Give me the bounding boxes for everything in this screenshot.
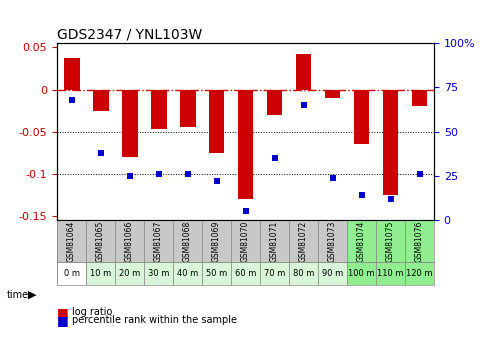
Text: 110 m: 110 m — [377, 269, 404, 278]
Bar — [260, 262, 289, 285]
Text: GSM81074: GSM81074 — [357, 220, 366, 262]
Bar — [86, 220, 115, 262]
Text: GSM81068: GSM81068 — [183, 220, 192, 262]
Text: GSM81075: GSM81075 — [386, 220, 395, 262]
Text: log ratio: log ratio — [72, 307, 112, 317]
Bar — [173, 262, 202, 285]
Bar — [405, 220, 434, 262]
Text: 50 m: 50 m — [206, 269, 227, 278]
Bar — [115, 262, 144, 285]
Bar — [376, 220, 405, 262]
Bar — [260, 220, 289, 262]
Text: time: time — [6, 290, 29, 300]
Bar — [144, 262, 173, 285]
Text: GSM81071: GSM81071 — [270, 220, 279, 262]
Text: 30 m: 30 m — [148, 269, 169, 278]
Bar — [289, 220, 318, 262]
Text: 20 m: 20 m — [119, 269, 140, 278]
Text: 60 m: 60 m — [235, 269, 256, 278]
Bar — [173, 220, 202, 262]
Text: GDS2347 / YNL103W: GDS2347 / YNL103W — [57, 28, 202, 42]
Bar — [296, 54, 311, 89]
Bar — [202, 220, 231, 262]
Text: 80 m: 80 m — [293, 269, 314, 278]
Bar — [86, 262, 115, 285]
Bar — [318, 220, 347, 262]
Bar — [63, 58, 79, 89]
Bar — [208, 89, 225, 153]
Bar — [115, 220, 144, 262]
Bar — [202, 262, 231, 285]
Bar — [57, 262, 86, 285]
Bar — [122, 89, 137, 157]
Text: 10 m: 10 m — [90, 269, 111, 278]
Text: 0 m: 0 m — [63, 269, 79, 278]
Bar — [347, 220, 376, 262]
Bar — [405, 262, 434, 285]
Text: GSM81069: GSM81069 — [212, 220, 221, 262]
Bar — [231, 220, 260, 262]
Text: 70 m: 70 m — [264, 269, 285, 278]
Text: GSM81064: GSM81064 — [67, 220, 76, 262]
Text: percentile rank within the sample: percentile rank within the sample — [72, 315, 237, 325]
Text: ■: ■ — [57, 314, 69, 327]
Bar — [93, 89, 109, 111]
Bar — [376, 262, 405, 285]
Bar — [144, 220, 173, 262]
Bar — [289, 262, 318, 285]
Text: GSM81076: GSM81076 — [415, 220, 424, 262]
Text: 90 m: 90 m — [322, 269, 343, 278]
Text: ■: ■ — [57, 306, 69, 319]
Bar — [412, 89, 428, 106]
Text: GSM81070: GSM81070 — [241, 220, 250, 262]
Text: 100 m: 100 m — [348, 269, 375, 278]
Bar — [231, 262, 260, 285]
Text: GSM81072: GSM81072 — [299, 220, 308, 262]
Text: 40 m: 40 m — [177, 269, 198, 278]
Bar — [151, 89, 167, 129]
Text: GSM81067: GSM81067 — [154, 220, 163, 262]
Bar — [318, 262, 347, 285]
Text: 120 m: 120 m — [406, 269, 433, 278]
Bar — [347, 262, 376, 285]
Text: ▶: ▶ — [28, 290, 37, 300]
Text: GSM81065: GSM81065 — [96, 220, 105, 262]
Bar — [382, 89, 398, 195]
Text: GSM81066: GSM81066 — [125, 220, 134, 262]
Bar — [180, 89, 195, 127]
Bar — [324, 89, 340, 98]
Text: GSM81073: GSM81073 — [328, 220, 337, 262]
Bar — [354, 89, 370, 144]
Bar — [266, 89, 283, 115]
Bar — [238, 89, 253, 199]
Bar — [57, 220, 86, 262]
